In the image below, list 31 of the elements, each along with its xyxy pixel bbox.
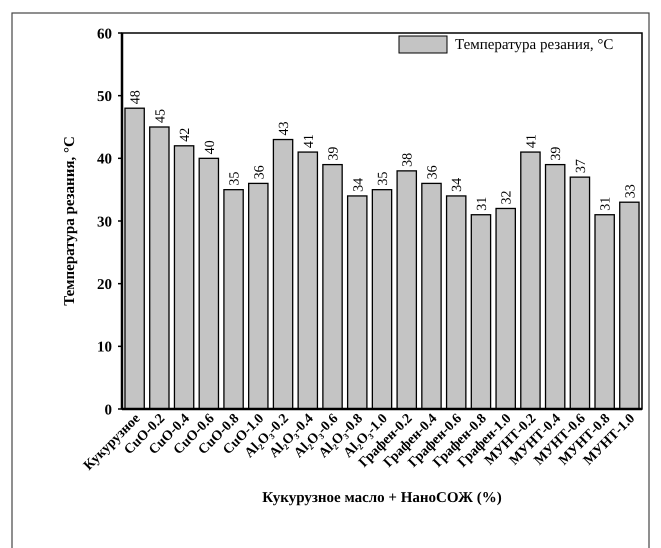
y-tick-label: 40 bbox=[97, 152, 112, 168]
data-label: 48 bbox=[128, 90, 144, 104]
y-tick-label: 60 bbox=[97, 26, 112, 42]
data-label: 34 bbox=[450, 178, 466, 192]
data-label: 36 bbox=[252, 165, 268, 180]
data-label: 41 bbox=[524, 134, 540, 148]
y-tick-label: 30 bbox=[97, 214, 112, 230]
data-label: 36 bbox=[425, 165, 440, 180]
data-label: 35 bbox=[228, 172, 243, 186]
legend-label: Температура резания, °C bbox=[455, 37, 614, 53]
data-label: 43 bbox=[277, 122, 292, 136]
data-label: 40 bbox=[202, 140, 218, 154]
data-label: 39 bbox=[549, 146, 564, 161]
data-label: 34 bbox=[351, 178, 366, 192]
data-label: 31 bbox=[598, 196, 614, 211]
y-axis-title: Температура резания, °C bbox=[62, 136, 78, 306]
y-tick-label: 20 bbox=[97, 276, 112, 293]
x-axis-title: Кукурузное масло + НаноСОЖ (%) bbox=[262, 490, 502, 506]
data-label: 33 bbox=[623, 184, 638, 198]
data-label: 42 bbox=[178, 128, 194, 142]
y-tick-label: 50 bbox=[97, 88, 112, 105]
data-label: 35 bbox=[376, 172, 391, 186]
y-tick-label: 0 bbox=[104, 402, 112, 418]
data-label: 45 bbox=[153, 109, 168, 123]
data-label: 38 bbox=[400, 152, 416, 167]
data-label: 37 bbox=[574, 159, 589, 174]
data-label: 31 bbox=[474, 196, 490, 211]
data-label: 39 bbox=[326, 146, 342, 161]
data-label: 41 bbox=[302, 134, 317, 148]
data-label: 32 bbox=[500, 190, 515, 204]
y-tick-label: 10 bbox=[97, 340, 112, 356]
